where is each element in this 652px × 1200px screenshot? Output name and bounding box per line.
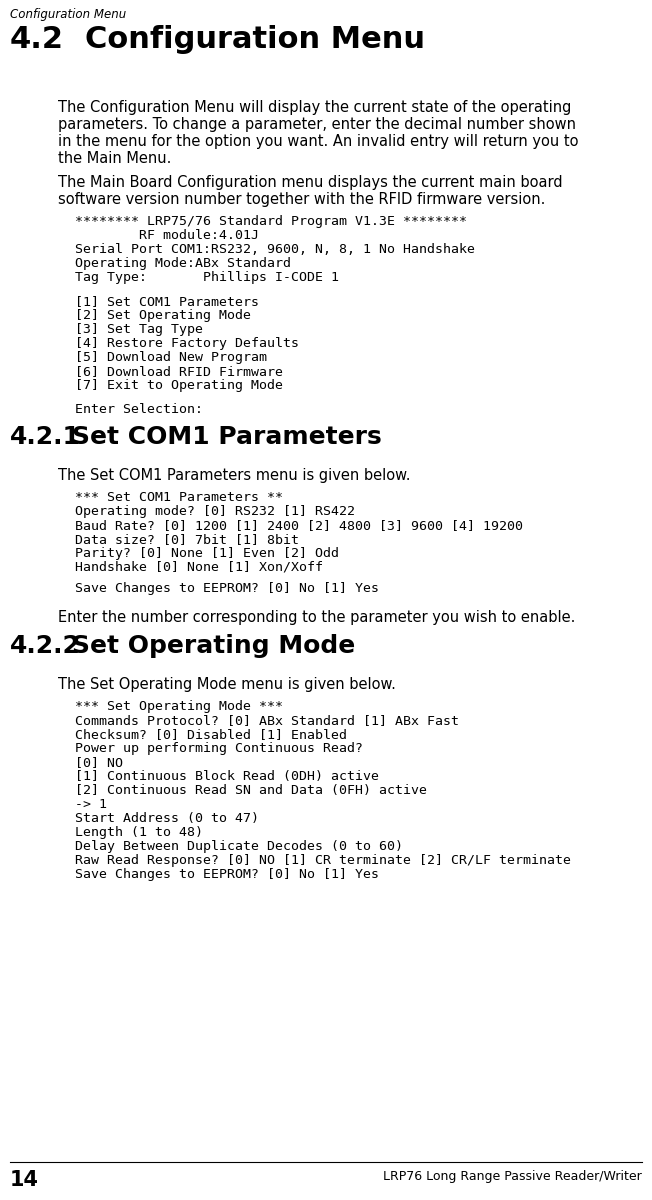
Text: [5] Download New Program: [5] Download New Program — [75, 350, 267, 364]
Text: Enter Selection:: Enter Selection: — [75, 403, 203, 416]
Text: Checksum? [0] Disabled [1] Enabled: Checksum? [0] Disabled [1] Enabled — [75, 728, 347, 740]
Text: 14: 14 — [10, 1170, 39, 1190]
Text: [6] Download RFID Firmware: [6] Download RFID Firmware — [75, 365, 283, 378]
Text: [2] Continuous Read SN and Data (0FH) active: [2] Continuous Read SN and Data (0FH) ac… — [75, 784, 427, 797]
Text: Length (1 to 48): Length (1 to 48) — [75, 826, 203, 839]
Text: Delay Between Duplicate Decodes (0 to 60): Delay Between Duplicate Decodes (0 to 60… — [75, 840, 403, 853]
Text: 4.2.1: 4.2.1 — [10, 425, 81, 449]
Text: The Set COM1 Parameters menu is given below.: The Set COM1 Parameters menu is given be… — [58, 468, 411, 482]
Text: software version number together with the RFID firmware version.: software version number together with th… — [58, 192, 545, 206]
Text: 4.2.2: 4.2.2 — [10, 634, 81, 658]
Text: -> 1: -> 1 — [75, 798, 107, 811]
Text: Configuration Menu: Configuration Menu — [85, 25, 425, 54]
Text: Set Operating Mode: Set Operating Mode — [72, 634, 355, 658]
Text: Parity? [0] None [1] Even [2] Odd: Parity? [0] None [1] Even [2] Odd — [75, 547, 339, 560]
Text: Operating Mode:ABx Standard: Operating Mode:ABx Standard — [75, 257, 291, 270]
Text: [7] Exit to Operating Mode: [7] Exit to Operating Mode — [75, 379, 283, 392]
Text: 4.2: 4.2 — [10, 25, 64, 54]
Text: [0] NO: [0] NO — [75, 756, 123, 769]
Text: ******** LRP75/76 Standard Program V1.3E ********: ******** LRP75/76 Standard Program V1.3E… — [75, 215, 467, 228]
Text: Raw Read Response? [0] NO [1] CR terminate [2] CR/LF terminate: Raw Read Response? [0] NO [1] CR termina… — [75, 854, 571, 866]
Text: Handshake [0] None [1] Xon/Xoff: Handshake [0] None [1] Xon/Xoff — [75, 560, 323, 574]
Text: The Configuration Menu will display the current state of the operating: The Configuration Menu will display the … — [58, 100, 571, 115]
Text: [3] Set Tag Type: [3] Set Tag Type — [75, 323, 203, 336]
Text: Serial Port COM1:RS232, 9600, N, 8, 1 No Handshake: Serial Port COM1:RS232, 9600, N, 8, 1 No… — [75, 242, 475, 256]
Text: parameters. To change a parameter, enter the decimal number shown: parameters. To change a parameter, enter… — [58, 116, 576, 132]
Text: RF module:4.01J: RF module:4.01J — [75, 229, 259, 242]
Text: The Main Board Configuration menu displays the current main board: The Main Board Configuration menu displa… — [58, 175, 563, 190]
Text: Tag Type:       Phillips I-CODE 1: Tag Type: Phillips I-CODE 1 — [75, 271, 339, 284]
Text: [4] Restore Factory Defaults: [4] Restore Factory Defaults — [75, 337, 299, 350]
Text: the Main Menu.: the Main Menu. — [58, 151, 171, 166]
Text: Commands Protocol? [0] ABx Standard [1] ABx Fast: Commands Protocol? [0] ABx Standard [1] … — [75, 714, 459, 727]
Text: Operating mode? [0] RS232 [1] RS422: Operating mode? [0] RS232 [1] RS422 — [75, 505, 355, 518]
Text: [1] Continuous Block Read (0DH) active: [1] Continuous Block Read (0DH) active — [75, 770, 379, 782]
Text: Save Changes to EEPROM? [0] No [1] Yes: Save Changes to EEPROM? [0] No [1] Yes — [75, 582, 379, 595]
Text: *** Set Operating Mode ***: *** Set Operating Mode *** — [75, 700, 283, 713]
Text: Power up performing Continuous Read?: Power up performing Continuous Read? — [75, 742, 363, 755]
Text: in the menu for the option you want. An invalid entry will return you to: in the menu for the option you want. An … — [58, 134, 578, 149]
Text: Data size? [0] 7bit [1] 8bit: Data size? [0] 7bit [1] 8bit — [75, 533, 299, 546]
Text: Set COM1 Parameters: Set COM1 Parameters — [72, 425, 382, 449]
Text: *** Set COM1 Parameters **: *** Set COM1 Parameters ** — [75, 491, 283, 504]
Text: LRP76 Long Range Passive Reader/Writer: LRP76 Long Range Passive Reader/Writer — [383, 1170, 642, 1183]
Text: Enter the number corresponding to the parameter you wish to enable.: Enter the number corresponding to the pa… — [58, 610, 575, 625]
Text: [1] Set COM1 Parameters: [1] Set COM1 Parameters — [75, 295, 259, 308]
Text: The Set Operating Mode menu is given below.: The Set Operating Mode menu is given bel… — [58, 677, 396, 692]
Text: Baud Rate? [0] 1200 [1] 2400 [2] 4800 [3] 9600 [4] 19200: Baud Rate? [0] 1200 [1] 2400 [2] 4800 [3… — [75, 518, 523, 532]
Text: [2] Set Operating Mode: [2] Set Operating Mode — [75, 308, 251, 322]
Text: Start Address (0 to 47): Start Address (0 to 47) — [75, 812, 259, 826]
Text: Configuration Menu: Configuration Menu — [10, 8, 126, 20]
Text: Save Changes to EEPROM? [0] No [1] Yes: Save Changes to EEPROM? [0] No [1] Yes — [75, 868, 379, 881]
